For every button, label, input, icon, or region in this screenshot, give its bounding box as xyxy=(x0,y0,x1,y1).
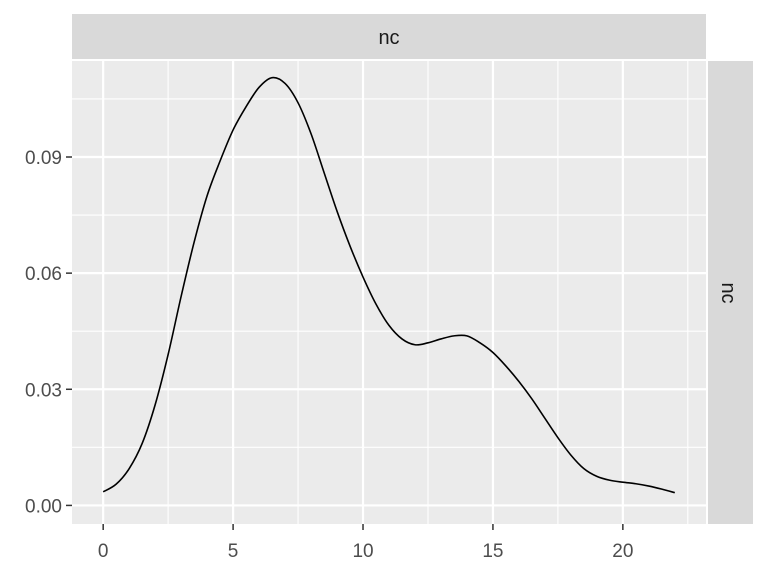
x-tick-label: 15 xyxy=(482,541,503,562)
right-strip xyxy=(708,61,753,524)
x-tick-label: 20 xyxy=(612,541,633,562)
top-strip xyxy=(72,14,706,59)
top-strip-label: nc xyxy=(378,27,399,49)
minor-grid xyxy=(72,61,706,524)
major-grid xyxy=(72,61,706,524)
series-layer xyxy=(102,76,676,494)
right-strip-label: nc xyxy=(717,282,739,303)
x-axis: 0 5 10 15 20 xyxy=(98,524,633,562)
y-tick-label: 0.06 xyxy=(25,264,62,285)
y-tick-label: 0.00 xyxy=(25,496,62,517)
x-tick-label: 0 xyxy=(98,541,109,562)
x-tick-label: 5 xyxy=(228,541,239,562)
density-line xyxy=(102,76,676,494)
y-tick-label: 0.09 xyxy=(25,148,62,169)
y-tick-label: 0.03 xyxy=(25,380,62,401)
x-tick-label: 10 xyxy=(352,541,373,562)
plot-panel xyxy=(72,61,706,524)
y-axis: 0.00 0.03 0.06 0.09 xyxy=(25,148,72,517)
